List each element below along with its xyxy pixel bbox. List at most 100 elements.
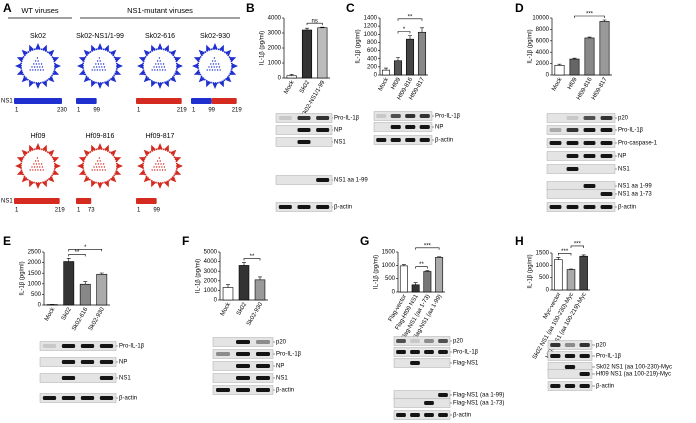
blot-strip [546,181,616,191]
virus-spike [110,149,117,156]
virus-spike [143,149,150,156]
blot-band [566,154,579,158]
ns1-segment [76,198,92,204]
virus-spike [48,76,55,83]
virus-spike [212,82,218,89]
virus-rnp [208,66,210,68]
blot-label: p20 [453,339,464,345]
aa-number: 1 [77,208,81,214]
blot-band [566,205,579,209]
virus-spike [48,176,55,183]
error-bar [556,257,561,260]
blot-band [424,350,434,354]
blot-label: NS1 [119,376,131,382]
blot-band [549,141,562,145]
error-bar [602,19,607,22]
virus-spike [176,163,183,169]
virus-spike [143,49,150,56]
y-tick-label: 0 [374,73,378,79]
y-tick-label: 2000 [204,278,218,284]
y-axis-label: IL-1β (pg/ml) [528,29,534,63]
blot-band [236,364,250,368]
virus-rnp [216,66,218,68]
blot-band [316,116,330,120]
virus-rnp [163,166,166,168]
virus-rnp [34,69,37,71]
significance-bracket [397,31,411,34]
significance-label: ** [408,14,413,20]
aa-number: 219 [232,108,243,114]
panel-letter: F [182,234,189,248]
virus-rnp [39,66,41,68]
blot-band [566,128,579,132]
blot-label: Pro-IL-1β [596,354,622,360]
y-tick-label: 1200 [364,24,378,30]
virus-rnp [153,166,155,168]
blot-band [579,372,590,376]
blot-label: p20 [276,340,287,346]
panel-letter: H [515,234,524,248]
virus-rnp [101,66,103,68]
blot-band [424,401,434,405]
significance-label: *** [574,242,582,248]
virus-rnp [98,157,101,159]
virus-rnp [37,69,39,71]
blot-band [438,413,448,417]
virus-spike [35,82,41,89]
virus-rnp [32,69,34,71]
virus-rnp [206,69,208,71]
error-bar [581,254,586,257]
error-bar [258,276,262,280]
virus-rnp [99,69,101,71]
x-tick-label: Sk02 [299,79,311,94]
blot-label: Pro-IL-1β [435,114,461,120]
blot-band [419,138,430,142]
blot-label: NS1 [276,376,288,382]
x-tick-label: Sk02-616 [71,306,89,332]
virus-rnp [95,63,97,65]
blot-band [236,340,250,344]
significance-bracket [415,247,440,250]
y-tick-label: 1000 [364,32,378,38]
virus-rnp [96,169,99,171]
y-tick-label: 1000 [268,61,282,67]
virus-rnp [36,166,38,168]
virus-name: Sk02 [30,33,46,40]
blot-label: Pro-IL-1β [276,352,302,358]
bar [599,21,610,76]
blot-label: β-actin [334,205,352,211]
ns1-segment [191,98,212,104]
x-tick-label: Hf09-817 [591,76,609,101]
error-bar [396,57,400,61]
blot-band [583,116,596,120]
virus-spike [212,43,218,50]
virus-rnp [104,69,106,71]
blot-band [600,141,613,145]
virus-rnp [157,163,160,165]
y-tick-label: 500 [385,276,396,282]
error-bar [420,27,424,33]
y-tick-label: 800 [367,40,378,46]
virus-spike [157,143,163,150]
y-tick-label: 4000 [268,16,282,22]
virus-rnp [36,157,39,159]
x-tick-label: Sk02-930 [246,301,264,327]
blot-band [390,138,401,142]
y-tick-label: 400 [367,56,378,62]
virus-rnp [210,63,212,65]
blot-band [419,125,430,129]
group-title: NS1-mutant viruses [127,6,193,15]
blot-band [297,205,311,209]
x-tick-label: Sk02 [236,301,248,316]
y-tick-label: 8000 [536,27,550,33]
virus-rnp [94,169,96,171]
significance-label: ns [311,19,317,25]
virus-icon [192,43,238,89]
y-tick-label: 0 [278,76,282,82]
blot-band [424,339,434,343]
blot-band [80,396,95,400]
blot-band [410,350,420,354]
error-bar [425,270,430,272]
panel-letter: A [3,1,12,15]
